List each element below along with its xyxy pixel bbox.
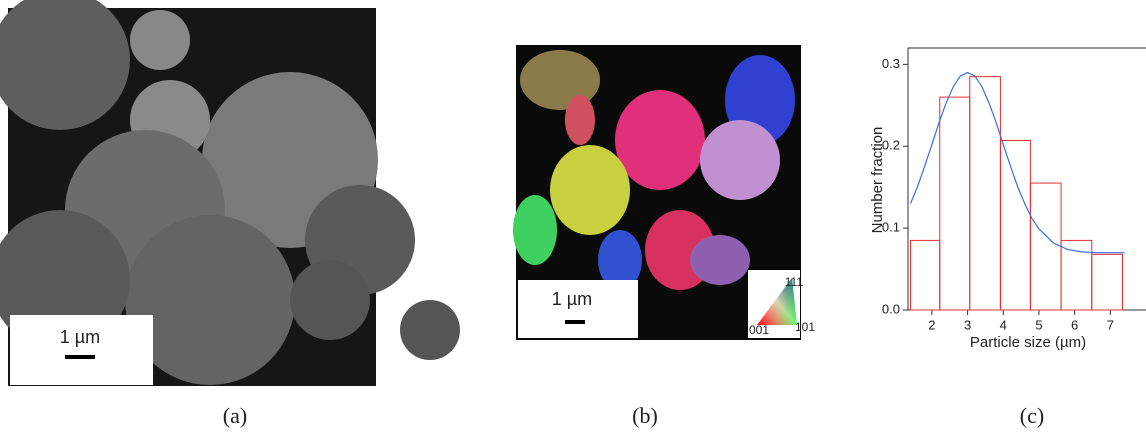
panel-label: (a) <box>223 403 247 428</box>
bar <box>1091 253 1123 311</box>
bar <box>909 239 941 311</box>
histogram-chart: 0.0 0.1 0.2 0.3 2 3 4 5 6 7 Particle size (µm) Numb… <box>869 47 1146 351</box>
y-tick-label: 0.1 <box>882 220 900 235</box>
x-axis-label: Particle size (µm) <box>970 334 1086 351</box>
bar <box>939 96 971 311</box>
panel-label: (c) <box>1020 403 1044 428</box>
y-axis-label: Number fraction <box>869 127 886 234</box>
bar <box>1029 182 1062 311</box>
x-tick-label: 2 <box>928 317 935 332</box>
scale-label: 1 µm <box>60 327 100 347</box>
ipf-label: 111 <box>785 275 804 289</box>
x-tick-label: 7 <box>1107 317 1114 332</box>
y-tick-label: 0.0 <box>882 301 900 316</box>
ebsd-map: 1 µm 111 001 101 <box>513 45 815 340</box>
ipf-label: 101 <box>795 320 815 334</box>
y-tick-label: 0.2 <box>882 138 900 153</box>
x-tick-label: 4 <box>1000 317 1007 332</box>
plot-area <box>909 71 1125 311</box>
x-tick-label: 5 <box>1035 317 1042 332</box>
x-tick-label: 3 <box>964 317 971 332</box>
panel-label: (b) <box>632 403 658 428</box>
sem-image: 1 µm <box>0 0 460 386</box>
plot-frame <box>907 47 1146 311</box>
bar <box>969 76 1001 311</box>
ipf-label: 001 <box>749 323 769 337</box>
fit-curve <box>909 71 1125 254</box>
bar <box>999 140 1031 311</box>
scale-label: 1 µm <box>552 289 592 309</box>
x-tick-label: 6 <box>1071 317 1078 332</box>
y-tick-label: 0.3 <box>882 56 900 71</box>
